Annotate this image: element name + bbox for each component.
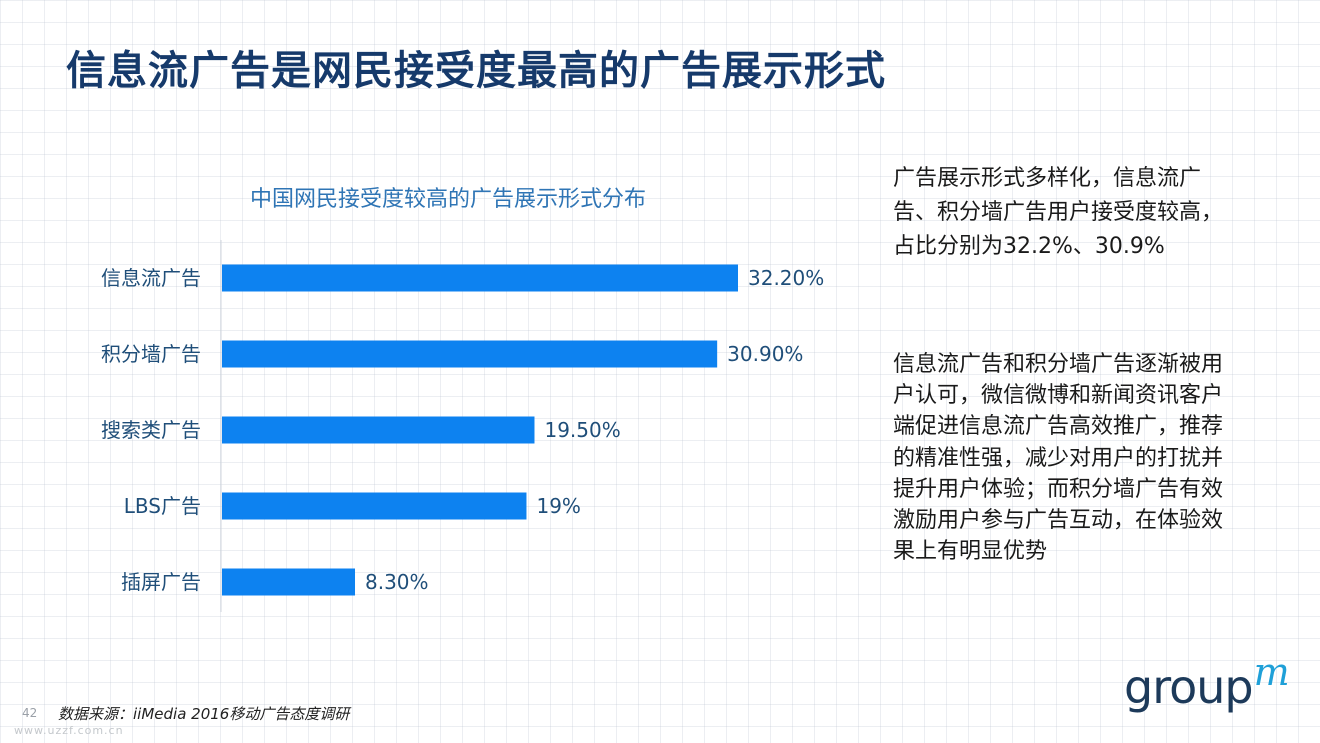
analysis-paragraph: 信息流广告和积分墙广告逐渐被用户认可，微信微博和新闻资讯客户端促进信息流广告高效… [893,352,1224,565]
category-label: 积分墙广告 [101,342,201,366]
category-label: 信息流广告 [101,266,201,290]
value-label: 19% [536,494,580,518]
category-label: LBS广告 [124,494,201,518]
watermark: www.uzzf.com.cn [14,724,124,737]
bar-chart: 信息流广告 32.20% 积分墙广告 30.90% 搜索类广告 19.50% LBS广告 19… [101,240,824,612]
bar [222,568,356,596]
logo-mark: m [1253,650,1290,694]
category-label: 搜索类广告 [101,418,201,442]
value-label: 32.20% [748,266,824,290]
data-source: 数据来源：iiMedia 2016移动广告态度调研 [58,705,350,723]
bar [222,416,535,444]
category-label: 插屏广告 [121,570,201,594]
value-label: 30.90% [727,342,803,366]
slide-title: 信息流广告是网民接受度最高的广告展示形式 [66,48,886,94]
page-number: 42 [22,706,38,720]
summary-paragraph: 广告展示形式多样化，信息流广告、积分墙广告用户接受度较高，占比分别为32.2%、… [893,166,1224,260]
logo-text: group [1124,660,1254,714]
value-label: 8.30% [365,570,429,594]
bar [222,264,738,292]
chart-title: 中国网民接受度较高的广告展示形式分布 [250,187,647,212]
value-label: 19.50% [544,418,620,442]
bar [222,340,718,368]
groupm-logo: groupm [1124,650,1290,714]
bar [222,492,527,520]
